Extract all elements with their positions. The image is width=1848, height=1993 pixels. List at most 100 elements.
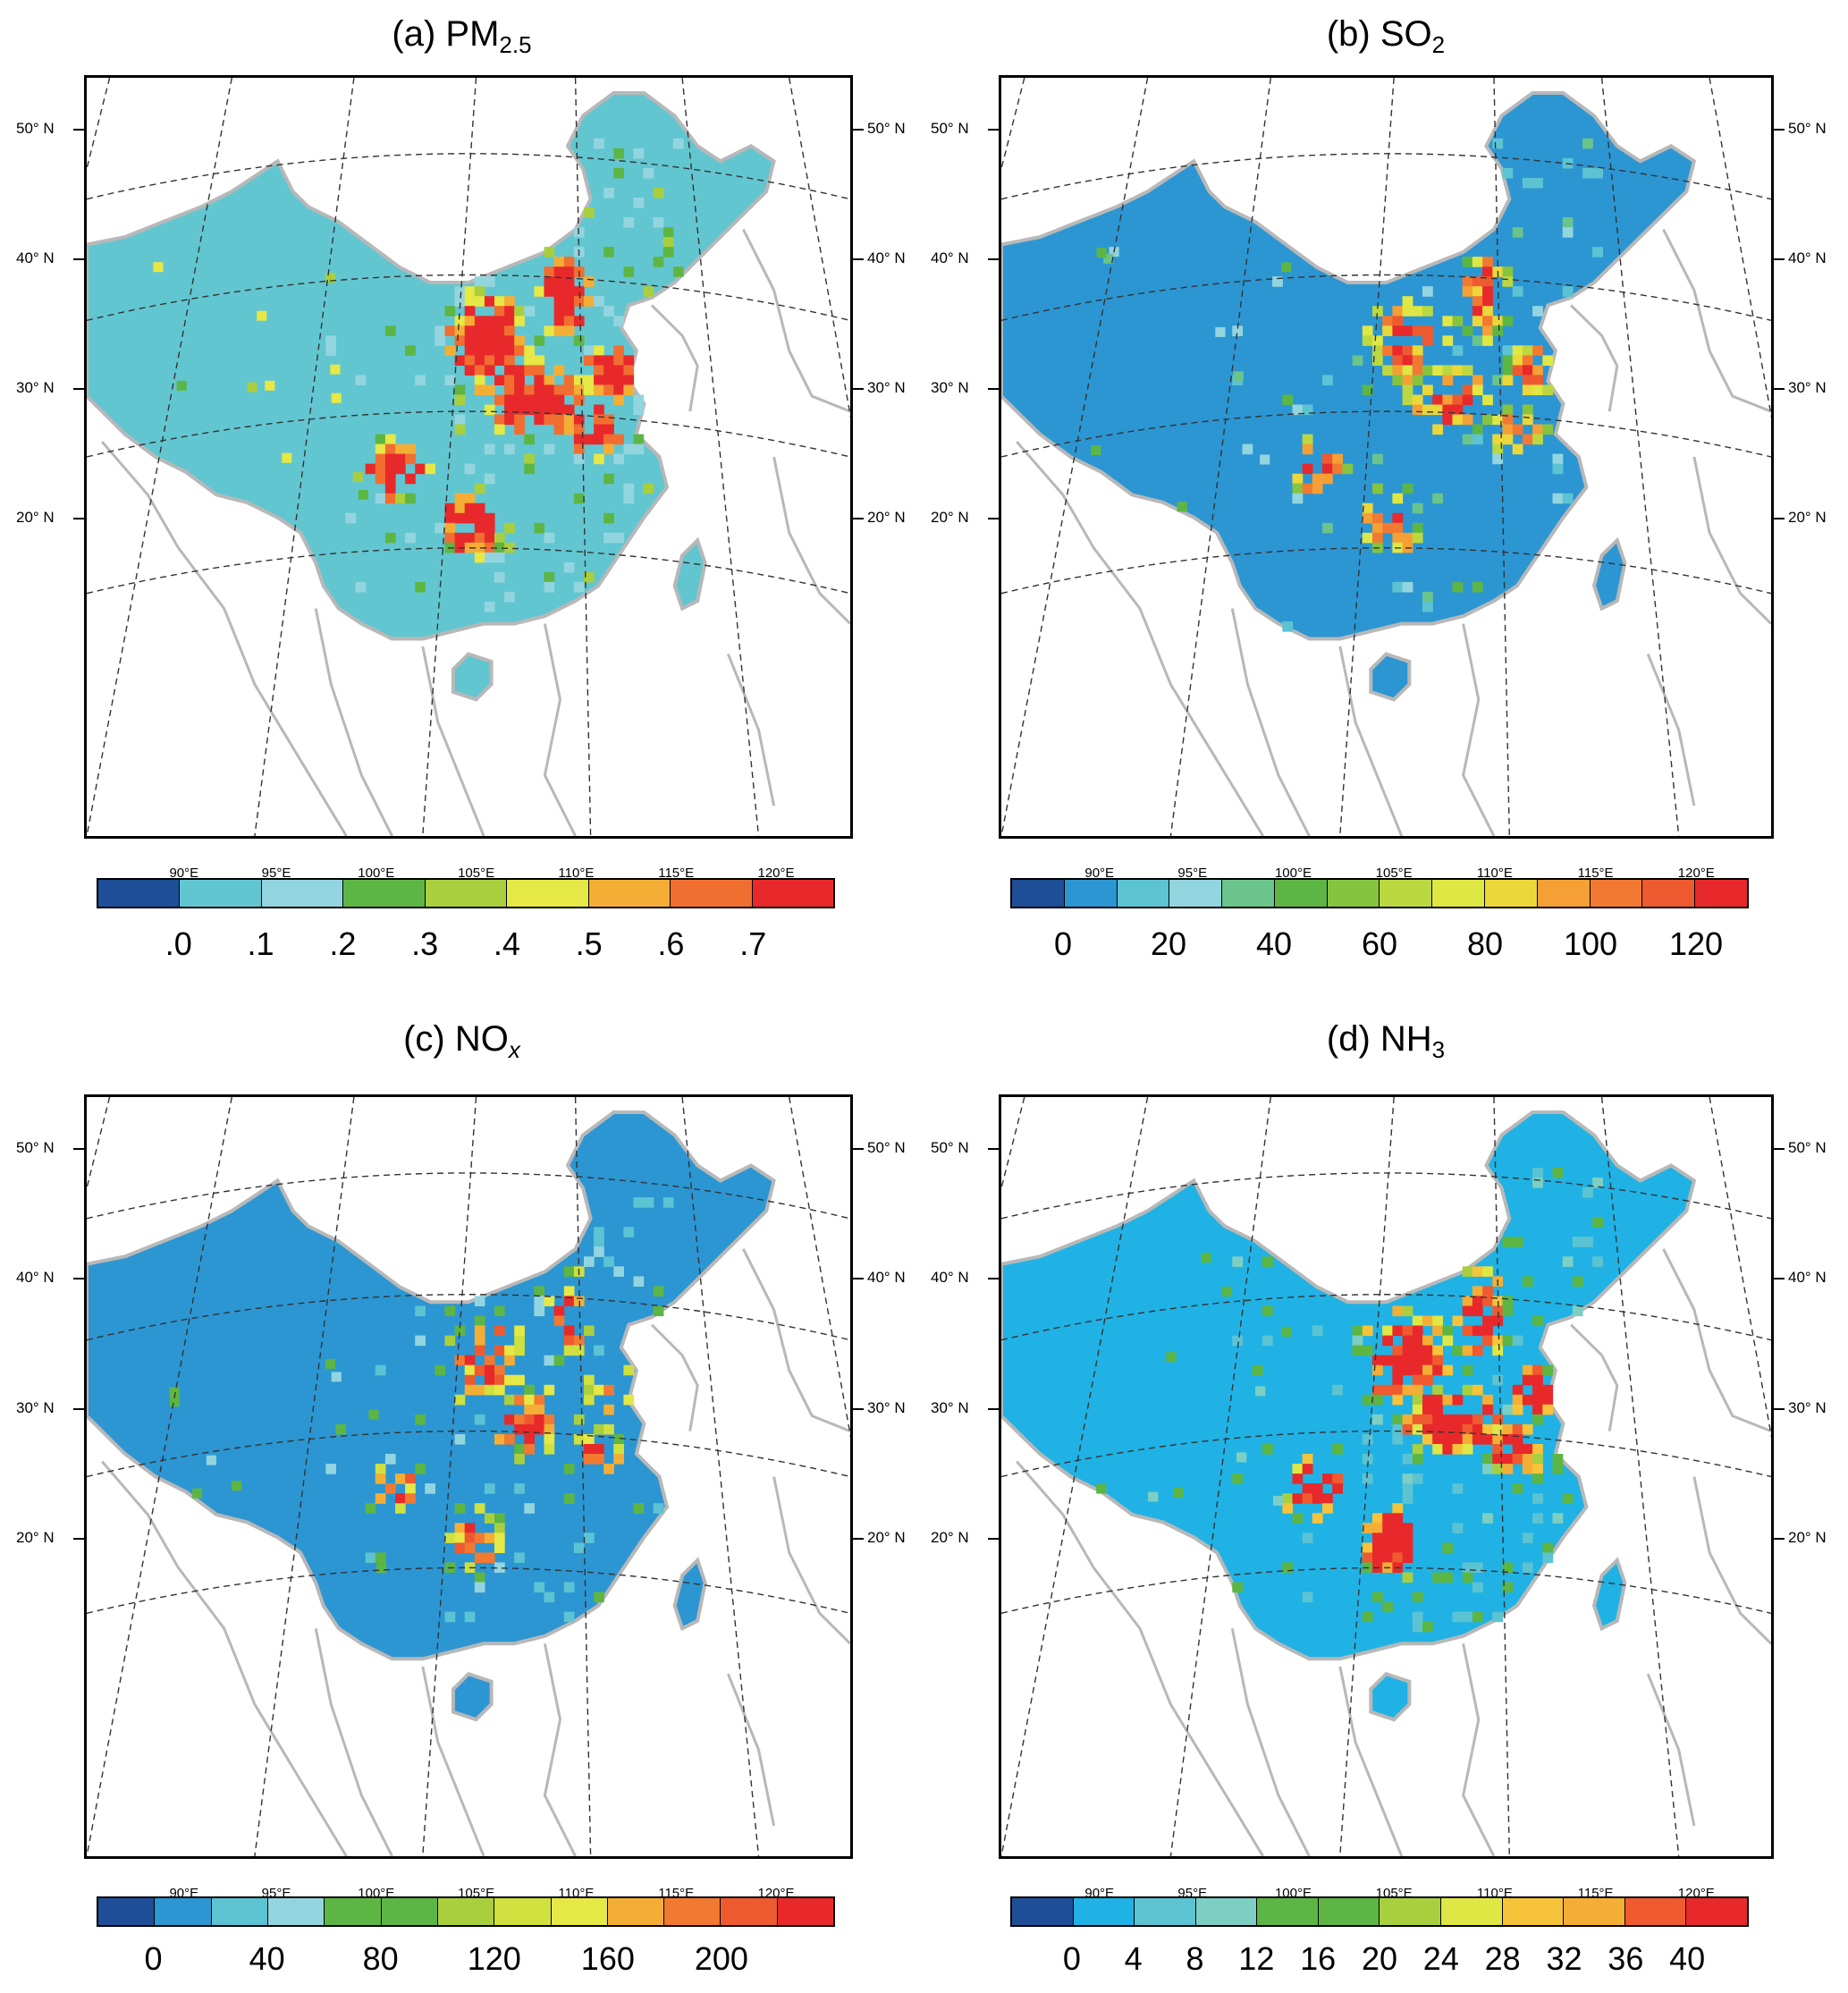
emission-cell: [573, 453, 585, 465]
emission-cell: [1482, 1513, 1493, 1524]
map-canvas: [87, 78, 850, 836]
emission-cell: [1512, 1237, 1523, 1247]
emission-cell: [474, 502, 485, 514]
emission-cell: [1532, 434, 1543, 445]
emission-cell: [514, 1394, 525, 1406]
emission-cell: [594, 345, 604, 356]
emission-cell: [464, 355, 476, 366]
emission-cell: [206, 1455, 216, 1465]
emission-cell: [1452, 365, 1464, 376]
emission-cell: [444, 502, 456, 514]
emission-cell: [524, 1444, 535, 1455]
emission-cell: [375, 493, 386, 504]
emission-cell: [1582, 1237, 1593, 1247]
emission-cell: [474, 345, 485, 356]
emission-cell: [494, 571, 505, 583]
lat-tick: [988, 1537, 999, 1540]
emission-cell: [573, 443, 585, 455]
emission-cell: [1392, 1305, 1404, 1317]
emission-cell: [1492, 453, 1504, 465]
emission-cell: [454, 286, 466, 297]
meridian-line: [1600, 78, 1680, 836]
lat-label-left: 50° N: [16, 119, 55, 137]
emission-cell: [1372, 345, 1383, 356]
emission-cell: [1472, 1325, 1483, 1337]
emission-cell: [1302, 1464, 1313, 1474]
emission-cell: [1472, 1562, 1483, 1573]
emission-cell: [504, 384, 515, 395]
lat-tick: [988, 1147, 999, 1150]
emission-cell: [653, 188, 664, 198]
emission-cell: [514, 1552, 525, 1563]
emission-cell: [563, 296, 575, 307]
emission-cell: [534, 286, 545, 297]
emission-cell: [474, 552, 485, 563]
emission-cell: [504, 591, 515, 603]
emission-cell: [1502, 316, 1514, 326]
emission-cell: [594, 434, 604, 445]
emission-cell: [1255, 1386, 1266, 1397]
emission-cell: [524, 365, 535, 376]
emission-cell: [1482, 1404, 1493, 1415]
colorbar-swatch: [98, 880, 181, 907]
emission-cell: [425, 1483, 435, 1494]
lat-label-left: 50° N: [16, 1138, 55, 1156]
emission-cell: [1412, 1335, 1423, 1347]
parallel-line: [87, 410, 850, 458]
emission-cell: [474, 1582, 485, 1593]
emission-cell: [454, 512, 466, 524]
hainan-island: [451, 652, 494, 702]
emission-cell: [1362, 1345, 1373, 1356]
emission-cell: [454, 316, 466, 326]
emission-cell: [613, 375, 624, 385]
emission-cell: [584, 571, 595, 583]
emission-cell: [1322, 1493, 1333, 1504]
emission-cell: [563, 266, 575, 277]
emission-cell: [1422, 365, 1433, 376]
colorbar-swatch: [267, 1898, 325, 1925]
lat-label-left: 50° N: [931, 1138, 969, 1156]
emission-cell: [1502, 1582, 1514, 1593]
emission-cell: [265, 380, 275, 391]
emission-cell: [584, 1444, 595, 1455]
emission-cell: [474, 1335, 485, 1347]
emission-cell: [1452, 1345, 1464, 1356]
emission-cell: [464, 463, 476, 475]
emission-cell: [514, 384, 525, 395]
emission-cell: [594, 138, 604, 149]
colorbar-swatch: [1537, 880, 1591, 907]
meridian-line: [574, 78, 592, 836]
emission-cell: [504, 1414, 515, 1425]
emission-cell: [672, 138, 684, 149]
emission-cell: [563, 404, 575, 416]
emission-cell: [584, 1325, 595, 1337]
emission-cell: [494, 1523, 505, 1533]
emission-cell: [1522, 404, 1533, 416]
lat-tick: [988, 518, 999, 520]
emission-cell: [563, 1286, 575, 1296]
emission-cell: [1422, 335, 1433, 346]
emission-cell: [1392, 512, 1404, 524]
emission-cell: [573, 1542, 585, 1553]
colorbar-swatch: [437, 1898, 495, 1925]
emission-cell: [1422, 1434, 1433, 1445]
lat-label-right: 30° N: [867, 379, 906, 397]
emission-cell: [405, 493, 416, 504]
emission-cell: [1472, 581, 1483, 593]
emission-cell: [1382, 522, 1393, 534]
emission-cell: [1232, 1582, 1244, 1593]
emission-cell: [1392, 1355, 1404, 1366]
emission-cell: [1362, 1523, 1373, 1533]
emission-cell: [1332, 1474, 1343, 1484]
emission-cell: [1472, 1384, 1483, 1396]
emission-cell: [563, 1266, 575, 1277]
emission-cell: [474, 286, 485, 297]
emission-cell: [534, 404, 545, 416]
emission-cell: [633, 1197, 645, 1208]
emission-cell: [613, 167, 624, 179]
emission-cell: [653, 1503, 664, 1514]
emission-cell: [1532, 1315, 1543, 1327]
emission-cell: [573, 1434, 585, 1445]
emission-cell: [504, 296, 515, 307]
emission-cells: [169, 1197, 674, 1623]
